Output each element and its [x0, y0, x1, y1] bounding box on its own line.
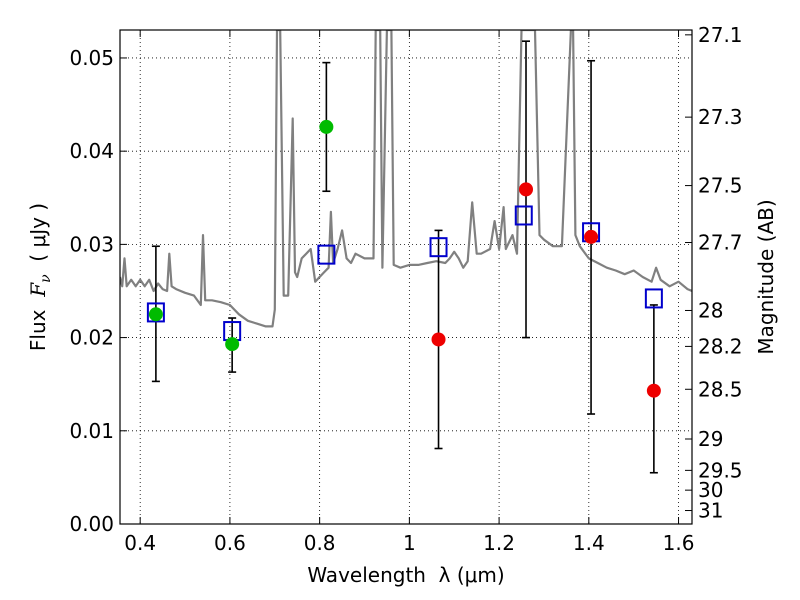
spectrum-line — [120, 30, 692, 328]
model-square-marker — [317, 244, 336, 265]
data-point-marker — [584, 229, 599, 244]
model-square-marker — [146, 302, 165, 323]
y-axis-right-title: Magnitude (AB) — [754, 199, 778, 354]
plot-frame — [119, 29, 693, 525]
y-tick-label: 0.02 — [69, 326, 114, 350]
model-square-marker — [429, 237, 448, 258]
y-right-tick-label: 27.1 — [698, 23, 743, 47]
y-axis-title-subscript: ν — [38, 274, 54, 283]
x-tick-label: 1 — [403, 531, 416, 555]
model-square-marker — [644, 288, 663, 309]
plot-background — [120, 30, 692, 524]
x-tick-label: 0.8 — [304, 531, 336, 555]
y-axis-title-symbol: F — [26, 282, 50, 298]
x-tick-label: 0.4 — [124, 531, 156, 555]
markers — [146, 119, 663, 398]
y-right-tick-label: 29 — [698, 427, 723, 451]
model-square-marker — [514, 205, 533, 226]
y-right-tick-label: 30 — [698, 478, 723, 502]
data-point-marker — [431, 332, 446, 347]
x-axis: 0.4 0.6 0.8 1 1.2 1.4 1.6 — [124, 30, 694, 555]
y-right-tick-label: 27.7 — [698, 231, 743, 255]
y-tick-label: 0.01 — [69, 419, 114, 443]
y-right-tick-label: 31 — [698, 499, 723, 523]
y-axis-left: 0.00 0.01 0.02 0.03 0.04 0.05 — [69, 46, 127, 536]
data-point-marker — [319, 119, 334, 134]
y-tick-label: 0.05 — [69, 46, 114, 70]
y-right-tick-label: 28.5 — [698, 377, 743, 401]
data-point-marker — [148, 307, 163, 322]
y-tick-label: 0.04 — [69, 139, 114, 163]
y-right-tick-label: 29.5 — [698, 458, 743, 482]
x-axis-title: Wavelength λ (μm) — [307, 563, 504, 587]
y-axis-title-suffix: ( μJy ) — [26, 203, 50, 275]
y-axis-title-prefix: Flux — [26, 297, 50, 351]
y-right-tick-label: 27.5 — [698, 174, 743, 198]
data-point-marker — [225, 337, 240, 352]
y-right-tick-label: 28 — [698, 298, 723, 322]
data-point-marker — [646, 383, 661, 398]
x-tick-label: 1.4 — [573, 531, 605, 555]
y-tick-label: 0.03 — [69, 232, 114, 256]
x-tick-label: 1.6 — [663, 531, 695, 555]
y-axis-title: Flux Fν ( μJy ) — [26, 203, 54, 351]
x-tick-label: 1.2 — [483, 531, 515, 555]
x-tick-label: 0.6 — [214, 531, 246, 555]
plot-area — [120, 30, 692, 328]
data-point-marker — [519, 182, 534, 197]
y-right-tick-label: 28.2 — [698, 334, 743, 358]
y-tick-label: 0.00 — [69, 512, 114, 536]
y-right-tick-label: 27.3 — [698, 105, 743, 129]
